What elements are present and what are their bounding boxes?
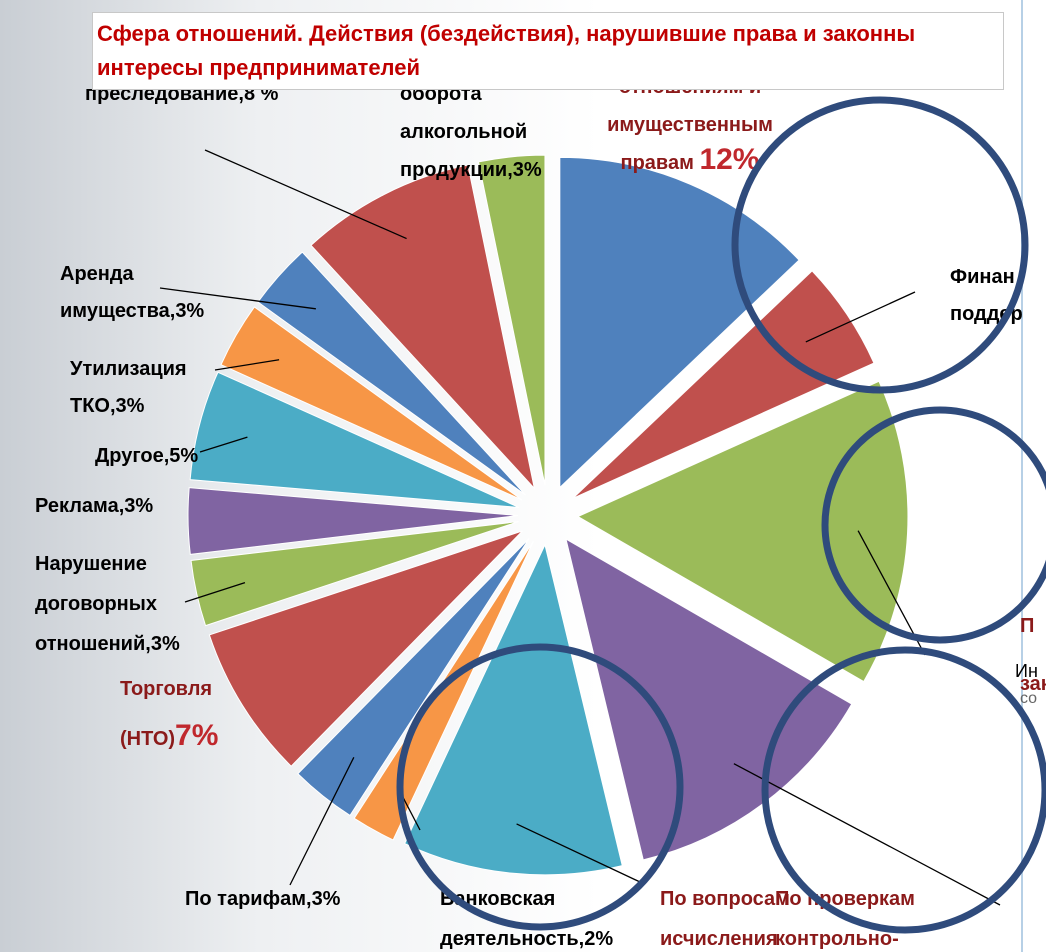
slice-label: правам 12% [621, 143, 760, 176]
leader-line [184, 582, 246, 603]
value-label: 3% [312, 888, 341, 910]
value-label: 2% [584, 928, 613, 950]
slice-label-text: ТКО, [70, 395, 116, 417]
slice-label-text: исчисления [660, 928, 778, 950]
slice-label: отношений,3% [35, 633, 180, 655]
slice-label-text: алкогольной [400, 121, 527, 143]
highlight-circle [396, 643, 684, 931]
slice-label: продукции,3% [400, 159, 542, 181]
slice-label: П [1020, 615, 1034, 637]
slice [559, 156, 800, 489]
slice-label-text: По проверкам [775, 888, 915, 910]
slice [187, 487, 519, 555]
slice-label: (НТО)7% [120, 719, 218, 752]
slice-label: Торговля [120, 678, 212, 700]
slice [310, 164, 536, 490]
annotation: Ин [1015, 661, 1038, 681]
annotation: со [1020, 690, 1037, 707]
slice-label: деятельность,2% [440, 928, 613, 950]
slice [297, 538, 530, 817]
slice-label: По тарифам,3% [185, 888, 341, 910]
leader-line [199, 436, 248, 453]
slice [477, 154, 546, 486]
slice-label: Нарушение [35, 553, 147, 575]
slice-label-text: Реклама, [35, 495, 124, 517]
slice [189, 371, 520, 508]
slice-label-text: продукции, [400, 159, 513, 181]
slice-label: Аренда [60, 263, 135, 285]
slice-label-text: контрольно- [775, 928, 899, 950]
value-label: 7% [175, 719, 218, 752]
slice-label-text: Утилизация [70, 358, 187, 380]
leader-line [733, 763, 1001, 906]
value-label: 3% [175, 300, 204, 322]
slice [220, 306, 523, 501]
slice [257, 251, 526, 496]
value-label: 3% [151, 633, 180, 655]
slice-label: ТКО,3% [70, 395, 145, 417]
slice-label-text: По тарифам, [185, 888, 312, 910]
slice-label: имущества,3% [60, 300, 204, 322]
slice-label-text: отношений, [35, 633, 151, 655]
value-label: 3% [124, 495, 153, 517]
slice-label: Реклама,3% [35, 495, 153, 517]
slice-label: По проверкам [775, 888, 915, 910]
slice-label: Другое,5% [95, 445, 198, 467]
highlight-circle [731, 96, 1029, 394]
slice-label: Утилизация [70, 358, 187, 380]
slice-label: Финан [950, 266, 1015, 288]
leader-line [214, 359, 280, 371]
slice-label-text: Аренда [60, 263, 135, 285]
labels: отношениям иимущественнымправам 12%Финан… [35, 76, 1046, 950]
leader-line [159, 287, 316, 310]
slice-label-text: (НТО) [120, 728, 175, 750]
leader-line [805, 291, 916, 343]
value-label: 3% [513, 159, 542, 181]
slice-label: договорных [35, 593, 157, 615]
slices [187, 154, 909, 876]
slice-label-text: Нарушение [35, 553, 147, 575]
value-label: 3% [116, 395, 145, 417]
slice-label-text: закупк [1020, 673, 1046, 695]
slice-label-text: имущества, [60, 300, 175, 322]
slice [208, 530, 523, 767]
highlight-circle [821, 406, 1046, 644]
chart-title: Сфера отношений. Действия (бездействия),… [92, 12, 1004, 90]
slice-label-text: Другое, [95, 445, 169, 467]
leader-line [204, 149, 407, 240]
slice-label-text: имущественным [607, 114, 773, 136]
value-label: 5% [169, 445, 198, 467]
slice-label: исчисления [660, 928, 778, 950]
slice [572, 270, 875, 499]
slice-label: закупк [1020, 673, 1046, 695]
slice [403, 543, 623, 876]
slice-label: По вопросам [660, 888, 790, 910]
slice-label-text: По вопросам [660, 888, 790, 910]
value-label: 12% [699, 143, 759, 176]
slice-label-text: П [1020, 615, 1034, 637]
slice-label-text: договорных [35, 593, 157, 615]
highlight-circle [761, 646, 1046, 934]
slice-label: контрольно- [775, 928, 899, 950]
slice-label-text: деятельность, [440, 928, 584, 950]
highlight-circles [396, 96, 1046, 934]
leader-line [516, 823, 641, 883]
slice [190, 521, 519, 627]
slice-label-text: Торговля [120, 678, 212, 700]
leader-line [289, 757, 355, 886]
slice-label-text: правам [621, 152, 700, 174]
slice-label: имущественным [607, 114, 773, 136]
slice-label-text: Финан [950, 266, 1015, 288]
slice-label: алкогольной [400, 121, 527, 143]
